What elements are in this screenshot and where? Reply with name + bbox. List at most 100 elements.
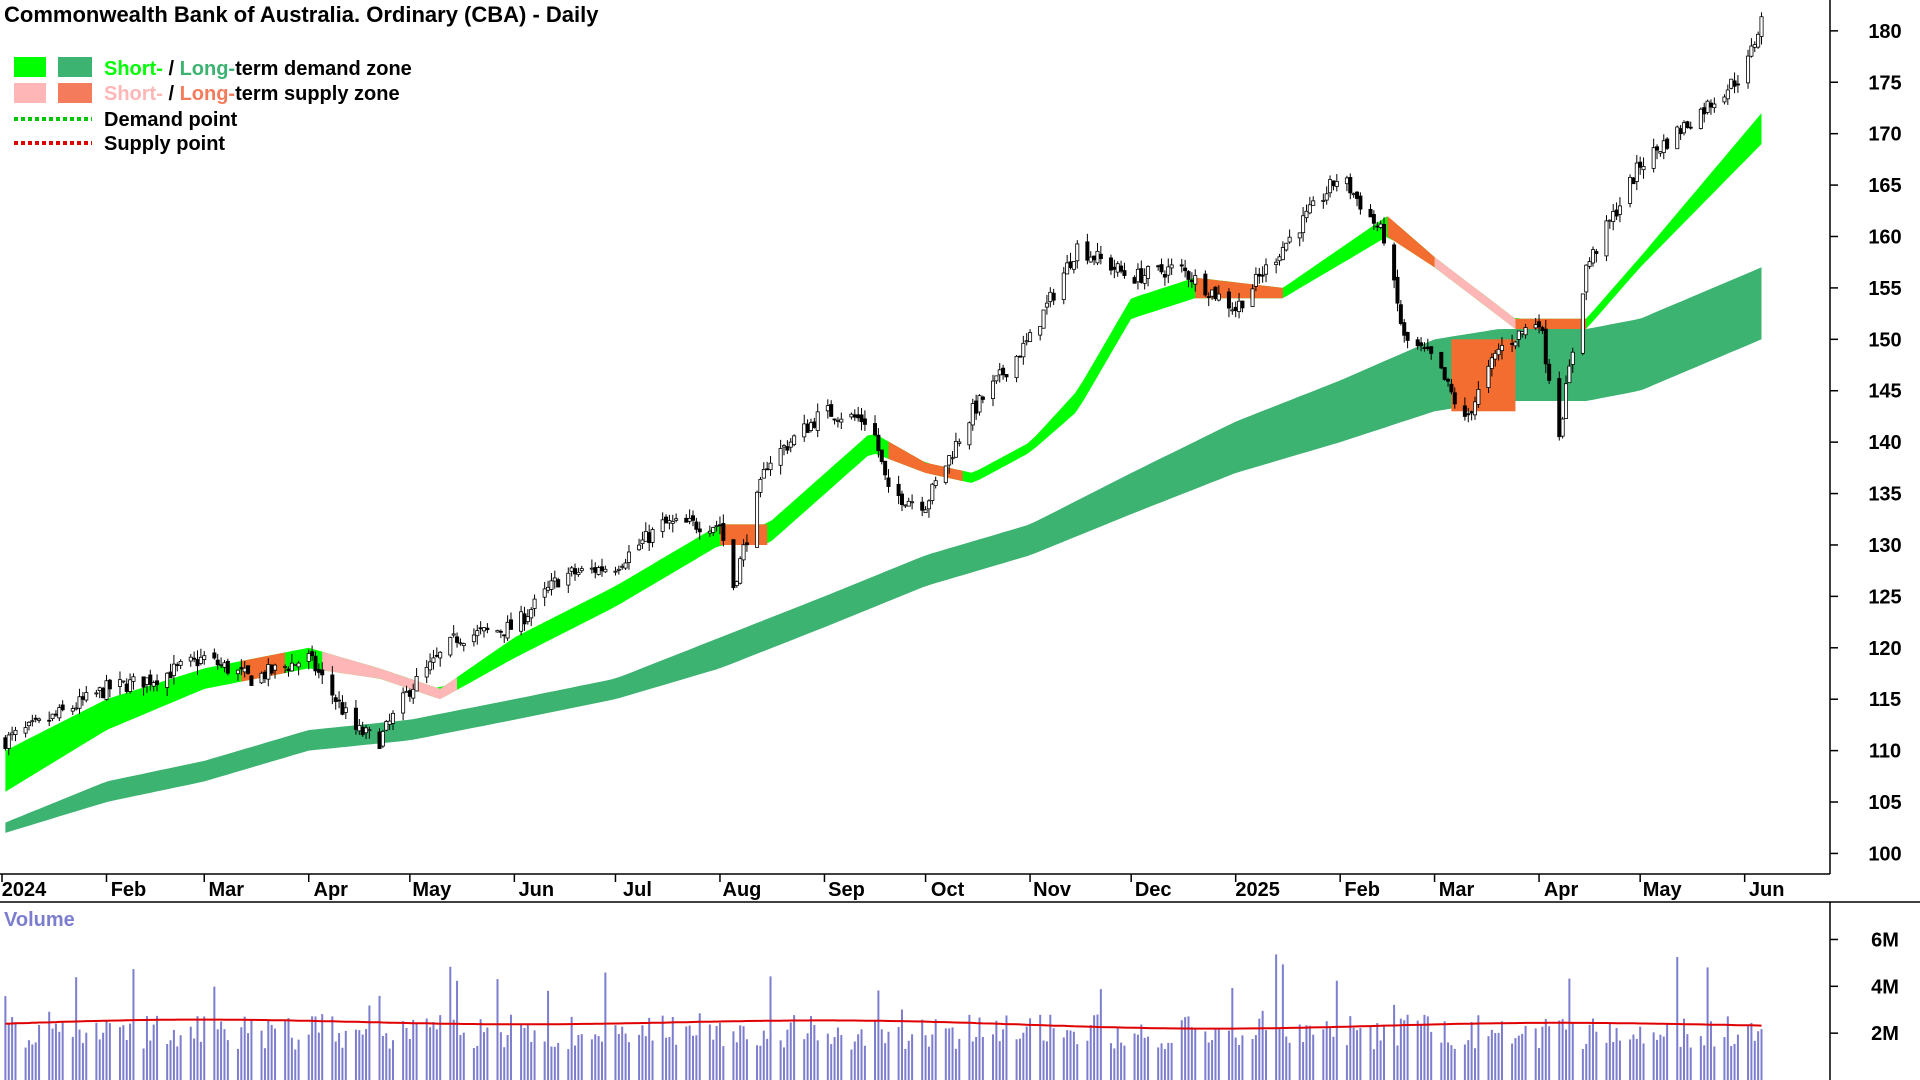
candle	[1179, 258, 1184, 273]
candle	[910, 494, 915, 510]
candle	[3, 735, 8, 751]
candle	[1358, 192, 1363, 215]
candle	[990, 374, 995, 407]
candle	[1560, 416, 1565, 439]
short-term-supply-zone	[1434, 257, 1516, 329]
legend-short-demand-swatch	[14, 57, 46, 77]
candle	[438, 651, 443, 667]
candle	[792, 434, 797, 447]
candle	[1547, 358, 1552, 385]
candle	[1193, 269, 1198, 292]
candle	[1304, 204, 1309, 223]
candle	[896, 475, 901, 505]
candle	[1206, 292, 1211, 307]
date-tick-label: May	[412, 879, 452, 901]
volume-axis-ticks: 6M 4M 2M	[1830, 929, 1899, 1045]
candle	[1469, 410, 1474, 421]
candle	[650, 527, 655, 548]
candle	[556, 577, 561, 588]
candle	[687, 509, 692, 525]
candle	[862, 410, 867, 432]
candle	[926, 499, 931, 518]
candle	[262, 669, 267, 683]
candle	[1321, 193, 1326, 209]
candle	[1122, 262, 1127, 279]
candle	[1587, 257, 1592, 270]
candle	[1264, 258, 1269, 283]
candle	[47, 711, 52, 727]
date-tick-label: Feb	[1344, 879, 1380, 901]
candle	[566, 567, 571, 593]
legend-long-supply-swatch	[58, 83, 92, 103]
date-tick-label: Nov	[1033, 879, 1072, 901]
candle	[175, 662, 180, 672]
candle	[1499, 337, 1504, 360]
date-tick-label: Apr	[1544, 879, 1579, 901]
candle	[832, 418, 837, 425]
candle	[128, 673, 133, 694]
candle	[1051, 288, 1056, 306]
candle	[640, 531, 645, 549]
candle	[1301, 207, 1306, 242]
date-tick-label: Apr	[314, 879, 349, 901]
candle	[380, 729, 385, 749]
candle	[1473, 396, 1478, 420]
candle	[950, 451, 955, 465]
candle	[495, 629, 500, 633]
candle	[1274, 258, 1279, 274]
date-tick-label: Jun	[1749, 879, 1785, 901]
price-tick-label: 110	[1869, 741, 1901, 763]
candle	[148, 669, 153, 691]
candle	[188, 653, 193, 667]
candle	[121, 680, 126, 684]
candle	[508, 612, 513, 630]
candle	[1675, 125, 1680, 150]
candle	[1284, 242, 1289, 252]
date-tick-label: Aug	[723, 879, 762, 901]
candle	[1442, 367, 1447, 381]
candle	[1395, 269, 1400, 312]
candle	[849, 412, 854, 420]
candle	[333, 694, 338, 710]
candle	[761, 462, 766, 479]
candle	[1334, 174, 1339, 192]
candle	[340, 695, 345, 716]
candle	[815, 403, 820, 438]
candle	[637, 538, 642, 551]
candle	[1402, 319, 1407, 343]
candle	[505, 615, 510, 641]
candle	[1004, 374, 1009, 382]
candle	[1203, 270, 1208, 297]
date-tick-label: Mar	[208, 879, 244, 901]
candle	[313, 651, 318, 676]
candle	[920, 496, 925, 517]
price-tick-label: 100	[1868, 843, 1901, 865]
candle	[674, 513, 679, 523]
candle	[808, 418, 813, 433]
candle	[1297, 232, 1302, 247]
candle	[1048, 287, 1053, 308]
candle	[873, 415, 878, 437]
candle	[856, 406, 861, 422]
candle	[1678, 124, 1683, 140]
candle	[1307, 196, 1312, 215]
candle	[1735, 75, 1740, 93]
candle	[1446, 377, 1451, 387]
candle	[694, 517, 699, 534]
candle	[573, 563, 578, 581]
candle	[482, 627, 487, 638]
candle	[734, 580, 739, 588]
candle	[812, 417, 817, 429]
candle	[1604, 215, 1609, 262]
candle	[26, 721, 31, 731]
candle	[923, 506, 928, 514]
candle	[758, 476, 763, 498]
candle	[593, 562, 598, 579]
candle	[60, 700, 65, 712]
candle	[289, 653, 294, 672]
price-tick-label: 120	[1868, 638, 1901, 660]
candle	[1311, 196, 1316, 206]
candle	[424, 660, 429, 684]
candle	[1216, 285, 1221, 302]
